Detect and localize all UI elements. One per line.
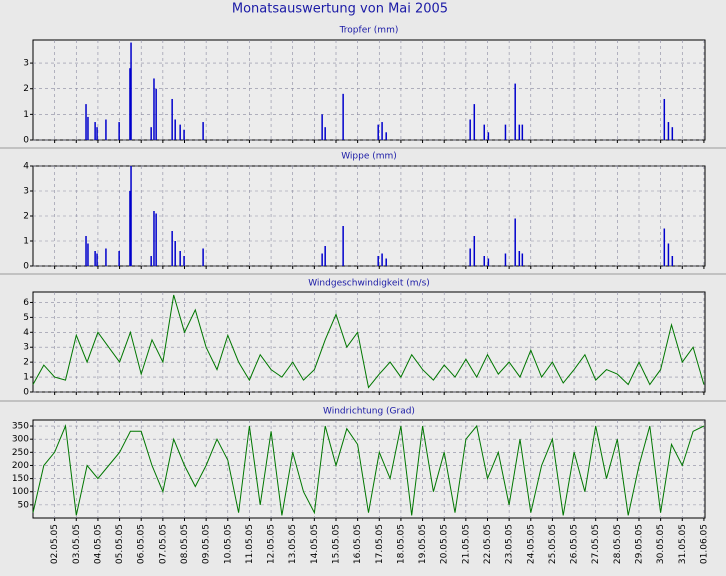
x-tick-label: 27.05.05 [591, 524, 601, 564]
x-tick-label: 20.05.05 [440, 524, 450, 564]
x-tick-label: 21.05.05 [461, 524, 471, 564]
x-tick-label: 24.05.05 [526, 524, 536, 564]
x-tick-label: 05.05.05 [115, 524, 125, 564]
panel-title: Windgeschwindigkeit (m/s) [308, 279, 430, 289]
y-tick-label: 4 [23, 162, 29, 172]
y-tick-label: 0 [23, 136, 29, 146]
data-line [32, 424, 705, 516]
x-tick-label: 19.05.05 [418, 524, 428, 564]
panel-title: Tropfer (mm) [339, 26, 399, 36]
panel-title: Windrichtung (Grad) [323, 407, 415, 417]
plot-frame [32, 419, 706, 519]
x-tick-label: 11.05.05 [245, 524, 255, 564]
y-tick-label: 50 [18, 500, 30, 510]
x-tick-label: 02.05.05 [50, 524, 60, 564]
x-tick-label: 16.05.05 [353, 524, 363, 564]
x-tick-label: 09.05.05 [202, 524, 212, 564]
x-tick-label: 31.05.05 [678, 524, 688, 564]
x-tick-label: 18.05.05 [396, 524, 406, 564]
x-tick-label: 30.05.05 [656, 524, 666, 564]
y-tick-label: 3 [23, 59, 29, 69]
x-tick-label: 25.05.05 [548, 524, 558, 564]
y-tick-label: 1 [23, 237, 29, 247]
y-tick-label: 1 [23, 373, 29, 383]
y-tick-label: 100 [12, 487, 29, 497]
x-tick-label: 23.05.05 [505, 524, 515, 564]
y-tick-label: 3 [23, 187, 29, 197]
y-tick-label: 4 [23, 328, 29, 338]
x-tick-label: 14.05.05 [310, 524, 320, 564]
y-tick-label: 1 [23, 110, 29, 120]
y-tick-label: 2 [23, 84, 29, 94]
data-line [32, 294, 705, 389]
x-tick-label: 06.05.05 [137, 524, 147, 564]
y-tick-label: 350 [12, 422, 29, 432]
y-tick-label: 2 [23, 212, 29, 222]
x-tick-label: 26.05.05 [570, 524, 580, 564]
x-tick-label: 17.05.05 [375, 524, 385, 564]
x-tick-label: 03.05.05 [72, 524, 82, 564]
y-tick-label: 2 [23, 358, 29, 368]
x-tick-label: 13.05.05 [288, 524, 298, 564]
y-tick-label: 6 [23, 298, 29, 308]
plot-frame [32, 39, 706, 141]
y-tick-label: 200 [12, 461, 29, 471]
y-tick-label: 300 [12, 435, 29, 445]
x-tick-label: 10.05.05 [223, 524, 233, 564]
x-tick-label: 07.05.05 [158, 524, 168, 564]
x-tick-label: 22.05.05 [483, 524, 493, 564]
x-tick-label: 28.05.05 [613, 524, 623, 564]
chart-title: Monatsauswertung von Mai 2005 [232, 2, 448, 17]
y-tick-label: 5 [23, 313, 29, 323]
panel-title: Wippe (mm) [341, 152, 397, 162]
x-tick-label: 04.05.05 [93, 524, 103, 564]
y-tick-label: 150 [12, 474, 29, 484]
plot-frame [32, 291, 706, 393]
x-tick-label: 01.06.05 [699, 524, 709, 564]
y-tick-label: 0 [23, 262, 29, 272]
x-tick-label: 12.05.05 [267, 524, 277, 564]
x-tick-label: 08.05.05 [180, 524, 190, 564]
y-tick-label: 0 [23, 388, 29, 398]
y-tick-label: 250 [12, 448, 29, 458]
x-tick-label: 29.05.05 [634, 524, 644, 564]
x-tick-label: 15.05.05 [331, 524, 341, 564]
y-tick-label: 3 [23, 343, 29, 353]
